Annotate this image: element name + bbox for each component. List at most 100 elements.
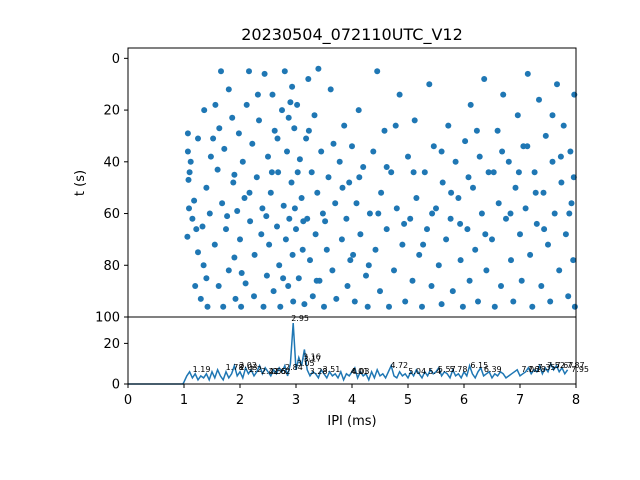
- scatter-point: [411, 117, 418, 124]
- scatter-point: [529, 303, 536, 310]
- histogram-axes: 1.19 1.782.022.032.2 2.412.552.622.84 2.95 3…: [103, 314, 589, 429]
- scatter-point: [263, 213, 270, 220]
- scatter-point: [301, 301, 308, 308]
- scatter-point: [536, 96, 542, 103]
- scatter-point: [225, 267, 232, 274]
- histogram-x-tick-label: 8: [572, 393, 580, 408]
- scatter-point: [355, 107, 362, 114]
- scatter-point: [287, 99, 294, 106]
- scatter-point: [203, 184, 210, 191]
- scatter-point: [293, 226, 299, 233]
- peak-annotation-label: 3.51: [323, 365, 341, 374]
- scatter-point: [410, 169, 417, 176]
- scatter-point: [298, 195, 305, 201]
- scatter-point: [377, 288, 383, 295]
- scatter-point: [375, 210, 382, 217]
- peak-annotation-label: 2.55: [269, 367, 287, 376]
- peak-annotation-label: 3.17: [304, 355, 322, 364]
- scatter-axes: 0 20 40 60 80 100 t (s): [73, 47, 578, 326]
- scatter-point: [206, 210, 213, 217]
- peak-annotation-label: 7.67: [556, 361, 574, 370]
- scatter-point: [439, 179, 446, 186]
- scatter-point: [241, 195, 248, 201]
- scatter-point: [366, 210, 373, 217]
- scatter-point: [235, 130, 242, 137]
- scatter-point: [230, 179, 237, 186]
- peak-annotation-label: 2.95: [291, 314, 309, 323]
- scatter-point: [319, 210, 326, 217]
- scatter-point: [185, 176, 192, 183]
- scatter-point: [258, 231, 265, 238]
- scatter-point: [271, 127, 278, 134]
- scatter-point: [383, 164, 390, 170]
- scatter-point: [351, 298, 358, 305]
- scatter-y-tick-label: 0: [112, 52, 120, 67]
- scatter-point: [276, 262, 283, 269]
- scatter-point: [346, 179, 353, 186]
- scatter-point: [203, 275, 210, 282]
- scatter-point: [399, 241, 406, 248]
- scatter-point: [186, 169, 193, 176]
- scatter-point: [289, 251, 296, 258]
- scatter-point: [365, 262, 372, 269]
- scatter-point: [285, 283, 292, 289]
- scatter-point: [445, 122, 452, 129]
- histogram-x-tick-label: 5: [404, 393, 412, 408]
- scatter-point: [259, 205, 266, 212]
- scatter-point: [381, 127, 388, 134]
- scatter-point: [472, 246, 479, 253]
- scatter-point: [566, 210, 573, 217]
- peak-annotation-label: 7.95: [571, 365, 589, 374]
- scatter-point: [482, 231, 489, 238]
- scatter-point: [510, 298, 517, 305]
- histogram-x-tick-label: 7: [516, 393, 524, 408]
- histogram-x-tick-label: 2: [236, 393, 244, 408]
- scatter-point: [522, 205, 529, 212]
- scatter-point: [279, 107, 285, 114]
- scatter-point: [270, 288, 277, 295]
- scatter-point: [315, 65, 322, 72]
- peak-annotation-label: 6.15: [470, 361, 488, 370]
- scatter-point: [231, 254, 238, 261]
- scatter-point: [184, 233, 191, 240]
- scatter-point: [517, 231, 523, 238]
- scatter-point: [237, 236, 243, 243]
- histogram-x-tick-label: 4: [348, 393, 356, 408]
- scatter-point: [313, 277, 320, 284]
- scatter-point: [447, 215, 454, 222]
- histogram-y-tick-label: 20: [103, 337, 120, 352]
- scatter-point: [545, 241, 551, 248]
- scatter-point: [296, 156, 303, 163]
- peak-annotation-label: 1.19: [193, 365, 211, 374]
- scatter-point: [498, 283, 504, 289]
- scatter-point: [524, 70, 531, 77]
- scatter-point: [470, 184, 476, 191]
- histogram-x-axis-label: IPI (ms): [327, 414, 376, 429]
- scatter-point: [242, 280, 249, 287]
- scatter-point: [322, 218, 329, 225]
- scatter-point: [189, 215, 196, 222]
- peak-annotation-label: 5.4: [428, 367, 441, 376]
- scatter-point: [261, 70, 268, 77]
- scatter-point: [247, 218, 254, 225]
- scatter-point: [363, 272, 369, 279]
- scatter-point: [350, 251, 357, 258]
- scatter-point: [339, 184, 346, 191]
- peak-annotation-label: 4.03: [352, 367, 370, 376]
- scatter-point: [540, 189, 547, 196]
- scatter-point: [491, 303, 498, 310]
- scatter-point: [197, 295, 204, 302]
- scatter-point: [467, 101, 474, 108]
- scatter-point: [329, 267, 336, 274]
- scatter-point: [560, 122, 567, 129]
- histogram-x-tick-label: 6: [460, 393, 468, 408]
- scatter-point: [187, 158, 194, 165]
- scatter-point: [485, 169, 492, 176]
- peak-annotation-label: 3.28: [310, 367, 328, 376]
- scatter-point: [538, 283, 545, 289]
- scatter-point: [372, 246, 379, 253]
- scatter-point: [360, 164, 367, 170]
- scatter-point: [374, 68, 381, 75]
- scatter-point: [290, 298, 297, 305]
